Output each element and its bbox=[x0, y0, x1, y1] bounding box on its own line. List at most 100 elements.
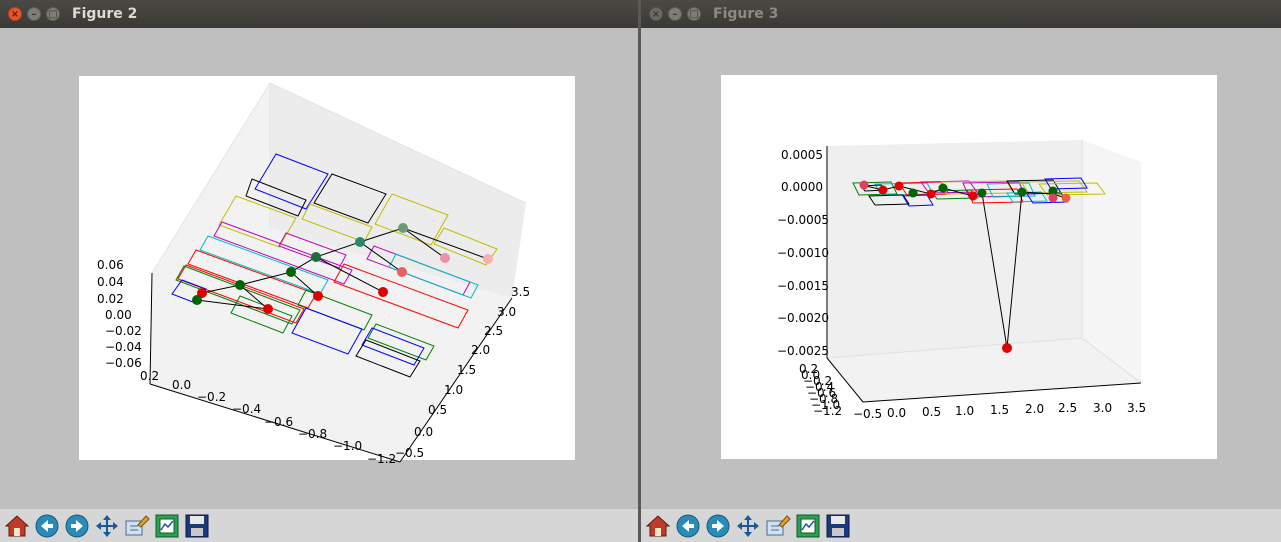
point bbox=[908, 188, 918, 198]
rect-red-1 bbox=[187, 249, 317, 309]
y-tick-label: 0.5 bbox=[428, 403, 447, 417]
figure-2-window: × – □ Figure 2 bbox=[0, 0, 638, 542]
axes-panes bbox=[826, 140, 1142, 402]
rect-green-1 bbox=[175, 265, 301, 325]
y-tick-label: −0.6 bbox=[807, 386, 836, 400]
scatter-points bbox=[859, 180, 1071, 353]
title-bar: × – □ Figure 2 bbox=[0, 0, 638, 28]
rect-green-4 bbox=[367, 323, 435, 361]
rect-black-3 bbox=[355, 339, 421, 378]
maximize-window-button[interactable]: □ bbox=[46, 7, 60, 21]
z-tick-label: 0.0005 bbox=[781, 148, 823, 162]
pan-icon[interactable] bbox=[94, 513, 120, 539]
figure-3-window: × – □ Figure 3 bbox=[641, 0, 1281, 542]
rect-red-3 bbox=[177, 264, 305, 324]
minimize-window-button[interactable]: – bbox=[27, 7, 41, 21]
y-tick-label: −1.2 bbox=[813, 404, 842, 418]
close-window-button[interactable]: × bbox=[649, 7, 663, 21]
window-title: Figure 2 bbox=[72, 6, 138, 22]
axes-panes bbox=[150, 82, 527, 462]
navigation-toolbar bbox=[641, 508, 1281, 542]
z-tick-label: −0.0020 bbox=[777, 311, 829, 325]
back-arrow-icon[interactable] bbox=[675, 513, 701, 539]
x-tick-label: −1.2 bbox=[367, 452, 396, 466]
point bbox=[311, 252, 321, 262]
z-tick-label: −0.0010 bbox=[777, 246, 829, 260]
y-tick-label: 0.2 bbox=[799, 362, 818, 376]
save-icon[interactable] bbox=[825, 513, 851, 539]
x-tick-label: 3.5 bbox=[1127, 401, 1146, 415]
x-tick-label: −0.2 bbox=[197, 390, 226, 404]
point bbox=[440, 253, 450, 263]
rect-cyan-2 bbox=[388, 253, 479, 299]
configure-subplots-icon[interactable] bbox=[795, 513, 821, 539]
point bbox=[483, 254, 493, 264]
zoom-icon[interactable] bbox=[765, 513, 791, 539]
x-tick-label: 2.5 bbox=[1058, 401, 1077, 415]
window-title: Figure 3 bbox=[713, 6, 779, 22]
rect-black-2 bbox=[313, 173, 387, 224]
minimize-window-button[interactable]: – bbox=[668, 7, 682, 21]
point bbox=[355, 237, 365, 247]
title-bar: × – □ Figure 3 bbox=[641, 0, 1281, 28]
x-tick-label: −0.6 bbox=[264, 415, 293, 429]
x-tick-label: 1.5 bbox=[990, 403, 1009, 417]
point bbox=[894, 181, 904, 191]
plot-3d-figure-3[interactable]: 0.0005 0.0000 −0.0005 −0.0010 −0.0015 −0… bbox=[641, 28, 1281, 508]
x-tick-label: 2.0 bbox=[1025, 402, 1044, 416]
y-tick-label: 3.5 bbox=[511, 285, 530, 299]
x-axis-ticks: 0.2 0.0 −0.2 −0.4 −0.6 −0.8 −1.0 −1.2 bbox=[140, 369, 396, 466]
trajectory-lines bbox=[196, 227, 489, 310]
rect-magenta-1 bbox=[213, 221, 353, 285]
save-icon[interactable] bbox=[184, 513, 210, 539]
y-tick-label: −0.2 bbox=[803, 374, 832, 388]
home-icon[interactable] bbox=[4, 513, 30, 539]
back-arrow-icon[interactable] bbox=[34, 513, 60, 539]
plot-3d-figure-2[interactable]: 0.06 0.04 0.02 0.00 −0.02 −0.04 −0.06 0.… bbox=[0, 28, 638, 508]
z-tick-label: −0.04 bbox=[105, 340, 142, 354]
rect-yellow-2 bbox=[218, 195, 297, 248]
point bbox=[859, 180, 869, 190]
point bbox=[192, 295, 202, 305]
x-tick-label: 0.0 bbox=[887, 406, 906, 420]
forward-arrow-icon[interactable] bbox=[64, 513, 90, 539]
close-window-button[interactable]: × bbox=[8, 7, 22, 21]
configure-subplots-icon[interactable] bbox=[154, 513, 180, 539]
point bbox=[378, 287, 388, 297]
scatter-points bbox=[192, 223, 493, 314]
point bbox=[263, 304, 273, 314]
x-tick-label: 1.0 bbox=[955, 404, 974, 418]
x-tick-label: −1.0 bbox=[333, 439, 362, 453]
y-tick-label: 2.0 bbox=[471, 343, 490, 357]
x-tick-label: −0.8 bbox=[298, 427, 327, 441]
point bbox=[878, 185, 888, 195]
point bbox=[1002, 343, 1012, 353]
home-icon[interactable] bbox=[645, 513, 671, 539]
x-tick-label: 0.0 bbox=[172, 378, 191, 392]
point bbox=[398, 223, 408, 233]
y-tick-label: 3.0 bbox=[497, 305, 516, 319]
figure-canvas[interactable]: 0.0005 0.0000 −0.0005 −0.0010 −0.0015 −0… bbox=[641, 28, 1281, 508]
rect-green-3 bbox=[230, 295, 293, 334]
point bbox=[235, 280, 245, 290]
maximize-window-button[interactable]: □ bbox=[687, 7, 701, 21]
z-tick-label: −0.0025 bbox=[777, 344, 829, 358]
zoom-icon[interactable] bbox=[124, 513, 150, 539]
wireframe-rectangles bbox=[171, 153, 498, 378]
figure-canvas[interactable]: 0.06 0.04 0.02 0.00 −0.02 −0.04 −0.06 0.… bbox=[0, 28, 638, 508]
z-tick-label: 0.0000 bbox=[781, 180, 823, 194]
z-tick-label: 0.04 bbox=[97, 275, 124, 289]
x-axis-ticks: −0.5 0.0 0.5 1.0 1.5 2.0 2.5 3.0 3.5 bbox=[853, 401, 1146, 421]
z-tick-label: −0.06 bbox=[105, 356, 142, 370]
x-tick-label: 0.2 bbox=[140, 369, 159, 383]
pan-icon[interactable] bbox=[735, 513, 761, 539]
x-tick-label: −0.5 bbox=[853, 407, 882, 421]
z-tick-label: 0.06 bbox=[97, 258, 124, 272]
point bbox=[1061, 193, 1071, 203]
forward-arrow-icon[interactable] bbox=[705, 513, 731, 539]
point bbox=[397, 267, 407, 277]
z-tick-label: −0.02 bbox=[105, 324, 142, 338]
y-axis-ticks: 0.2 0.0 −0.2 −0.4 −0.6 −0.8 −1.0 −1.2 bbox=[799, 362, 842, 418]
point bbox=[1048, 193, 1058, 203]
rect-red-2 bbox=[333, 263, 469, 329]
